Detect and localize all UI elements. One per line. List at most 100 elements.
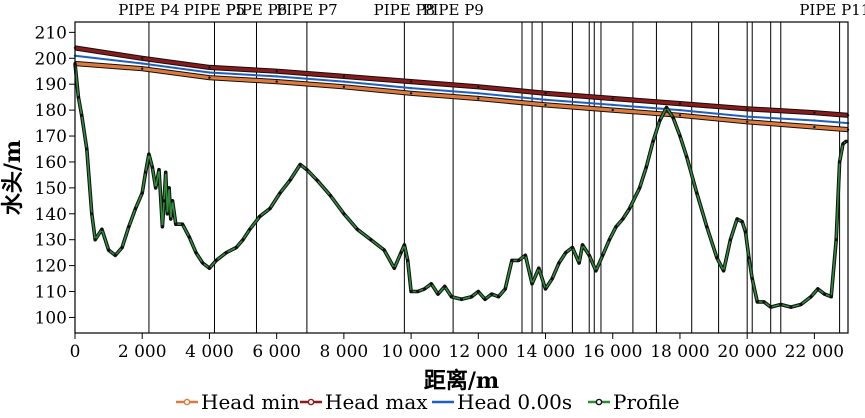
y-tick-label: 170 <box>35 127 67 147</box>
series-point <box>577 261 581 265</box>
series-point <box>90 212 94 216</box>
series-point <box>746 115 749 118</box>
series-point <box>477 92 480 95</box>
series-point <box>644 165 648 169</box>
y-axis: 100 110 120 130 140 150 160 170 180 190 200 210 <box>35 23 75 328</box>
series-point <box>510 258 514 262</box>
series-point <box>208 71 211 74</box>
x-tick-label: 2 000 <box>118 342 167 362</box>
x-tick-label: 18 000 <box>650 342 709 362</box>
series-point <box>678 134 682 138</box>
x-tick-label: 10 000 <box>381 342 440 362</box>
series-shadow-line <box>73 63 848 309</box>
series-point <box>678 108 682 112</box>
series-point <box>544 103 547 107</box>
series-point <box>141 62 144 65</box>
series-point <box>813 125 816 129</box>
series-point <box>570 245 575 250</box>
series-point <box>298 162 302 167</box>
series-point <box>328 194 332 198</box>
series-point <box>180 222 185 226</box>
y-tick-label: 100 <box>35 308 67 328</box>
series-point <box>517 258 521 262</box>
series-point <box>342 212 346 216</box>
series-point <box>664 105 669 110</box>
series-point <box>140 191 144 195</box>
series-point <box>201 261 205 265</box>
plot-frame <box>74 21 849 334</box>
series-point <box>490 292 494 296</box>
y-tick-label: 190 <box>35 75 67 95</box>
y-tick-label: 140 <box>35 205 67 225</box>
series-point <box>587 253 591 257</box>
series-point <box>746 120 749 124</box>
series-point <box>844 139 848 143</box>
series-point <box>550 277 554 281</box>
legend-label: Head max <box>325 390 428 414</box>
x-tick-label: 22 000 <box>785 342 844 362</box>
series-point <box>746 107 749 111</box>
series-point <box>194 251 198 255</box>
series-point <box>174 222 178 226</box>
pipe-marker-lines <box>148 22 841 333</box>
series-point <box>342 85 346 89</box>
pipe-marker-label: PIPE P4 <box>118 1 179 19</box>
series-point <box>564 251 568 255</box>
series-point <box>409 80 413 83</box>
series-point <box>382 248 386 252</box>
series-point <box>224 251 228 255</box>
series-point <box>147 152 151 156</box>
series-point <box>813 111 816 114</box>
series-point <box>503 287 507 291</box>
y-tick-label: 110 <box>35 283 67 303</box>
series-point <box>523 253 528 257</box>
series-point <box>816 287 820 291</box>
series-point <box>621 217 625 221</box>
pipe-marker-label: PIPE P5 <box>184 1 245 19</box>
series-layer <box>73 45 850 309</box>
series-point <box>537 266 541 270</box>
series-point <box>141 57 144 60</box>
series-point <box>496 295 501 299</box>
series-point <box>409 92 413 95</box>
series-point <box>150 165 154 169</box>
x-tick-label: 14 000 <box>516 342 575 362</box>
series-point <box>594 269 598 273</box>
series-point <box>258 214 262 218</box>
series-point <box>170 199 175 203</box>
series-point <box>275 70 278 73</box>
series-point <box>165 212 169 216</box>
pipe-marker-label: PIPE P6 <box>226 1 287 19</box>
series-point <box>406 258 410 262</box>
series-point <box>208 76 211 79</box>
series-point <box>436 292 440 296</box>
series-point <box>611 103 614 107</box>
x-axis: 0 2 000 4 000 6 000 8 000 10 000 12 000 14 000 1… <box>70 333 844 362</box>
series-point <box>107 248 111 252</box>
series-point <box>315 178 319 182</box>
series-point <box>93 238 97 242</box>
series-shadow-line <box>74 45 849 118</box>
series-point <box>607 238 612 242</box>
series-point <box>611 97 614 100</box>
pipe-marker-label: PIPE P9 <box>422 1 483 19</box>
series-point <box>743 230 748 234</box>
series-point <box>614 225 618 229</box>
x-tick-label: 12 000 <box>449 342 508 362</box>
series-line <box>74 63 847 308</box>
y-tick-label: 160 <box>35 153 67 173</box>
series-point <box>627 207 632 211</box>
series-point <box>160 225 164 229</box>
legend-label: Head min <box>201 390 300 414</box>
series-point <box>234 245 238 250</box>
series-point <box>305 168 309 172</box>
series-point <box>113 253 117 257</box>
series-point <box>342 80 346 83</box>
series-point <box>651 139 655 143</box>
series-point <box>392 266 396 270</box>
series-point <box>813 119 816 122</box>
x-tick-label: 6 000 <box>252 342 301 362</box>
x-tick-label: 0 <box>70 342 81 362</box>
series-point <box>769 305 773 309</box>
